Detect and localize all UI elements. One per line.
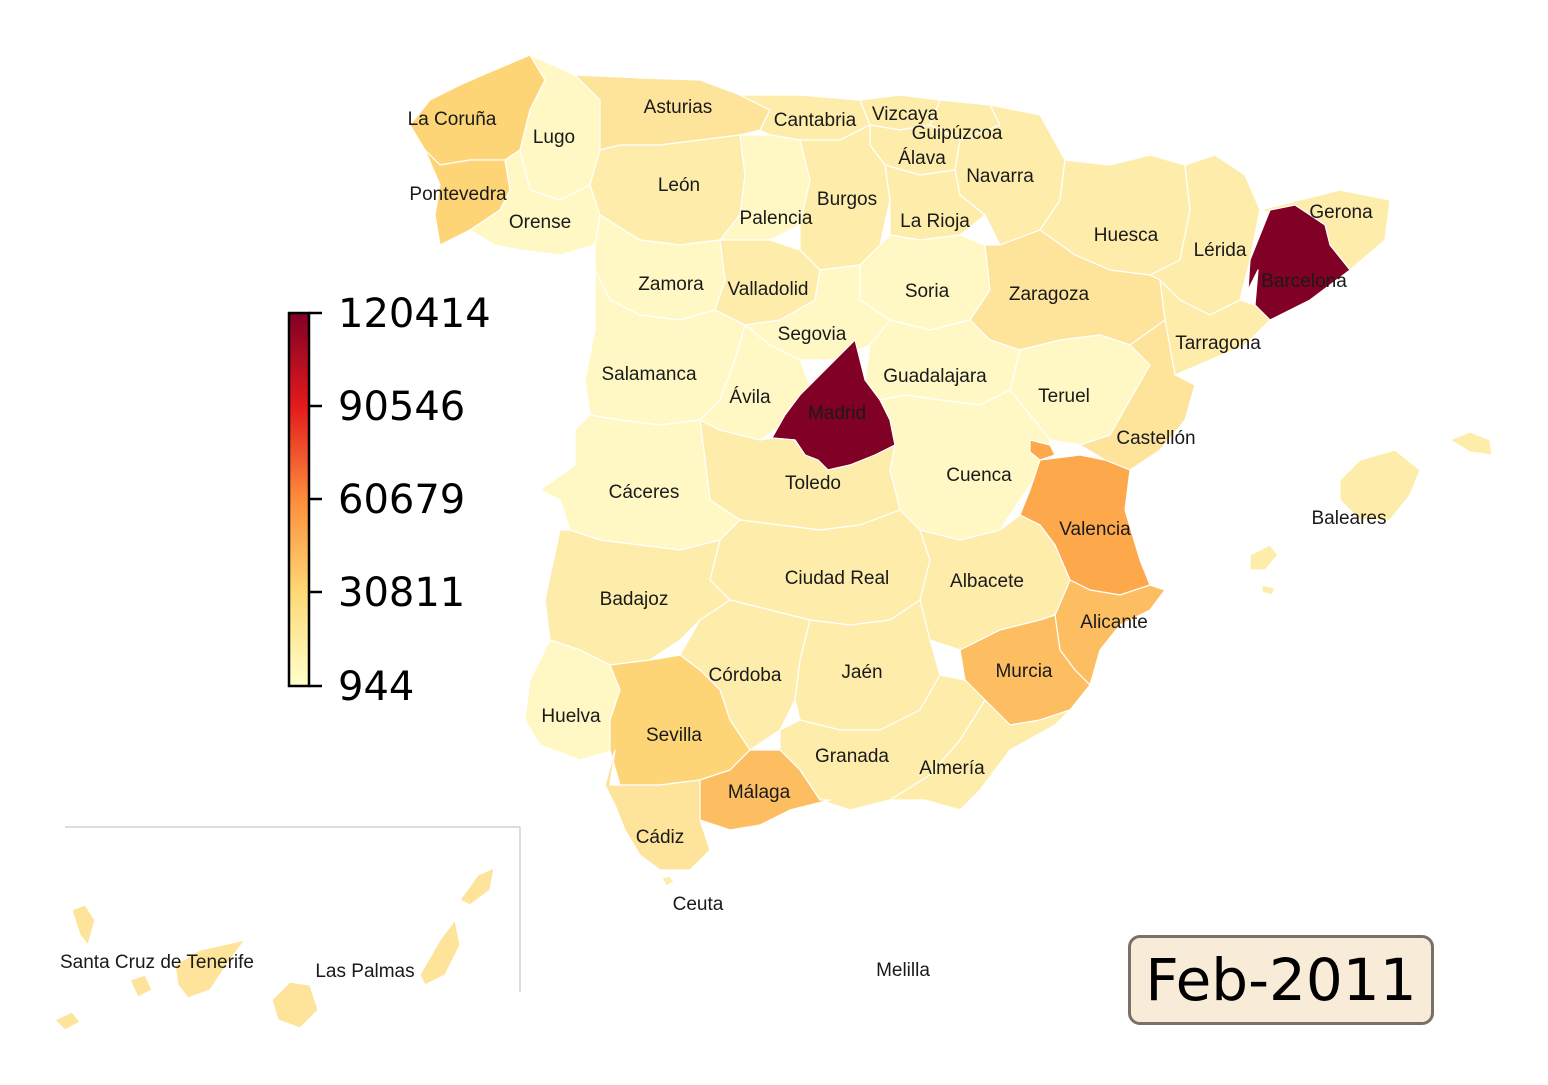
label-murcia: Murcia (995, 661, 1052, 682)
label-pontevedra: Pontevedra (409, 184, 507, 205)
label-guipuzcoa: Guipúzcoa (912, 123, 1003, 144)
region-laspalmas-fuerteventura (419, 919, 461, 986)
label-cadiz: Cádiz (636, 827, 685, 848)
label-baleares: Baleares (1312, 508, 1387, 529)
label-madrid: Madrid (808, 403, 866, 424)
region-baleares-ibiza (1249, 544, 1279, 571)
region-orense (469, 149, 601, 256)
region-laspalmas-lanzarote (459, 867, 495, 906)
label-malaga: Málaga (728, 782, 791, 803)
label-lerida: Lérida (1194, 240, 1247, 261)
colorbar-label-2: 60679 (338, 477, 465, 523)
label-ceuta: Ceuta (673, 894, 724, 915)
label-alava: Álava (898, 148, 946, 169)
region-baleares-formentera (1261, 584, 1276, 596)
label-avila: Ávila (729, 387, 771, 408)
label-caceres: Cáceres (609, 482, 680, 503)
label-badajoz: Badajoz (600, 589, 669, 610)
label-melilla: Melilla (876, 960, 930, 981)
label-zaragoza: Zaragoza (1009, 284, 1090, 305)
label-navarra: Navarra (966, 166, 1034, 187)
date-label: Feb-2011 (1145, 946, 1417, 1014)
label-tarragona: Tarragona (1175, 333, 1261, 354)
label-toledo: Toledo (785, 473, 841, 494)
colorbar-label-3: 30811 (338, 570, 465, 616)
label-lugo: Lugo (533, 127, 575, 148)
label-vizcaya: Vizcaya (872, 104, 939, 125)
region-tenerife-hierro (54, 1011, 81, 1031)
label-segovia: Segovia (778, 324, 847, 345)
region-almeria (889, 699, 1071, 811)
label-santa-cruz-de-tenerife: Santa Cruz de Tenerife (60, 952, 254, 973)
label-sevilla: Sevilla (646, 725, 702, 746)
region-laspalmas-grancanaria (271, 981, 319, 1029)
label-albacete: Albacete (950, 571, 1024, 592)
label-teruel: Teruel (1038, 386, 1090, 407)
label-cordoba: Córdoba (709, 665, 782, 686)
label-almeria: Almería (919, 758, 985, 779)
label-huelva: Huelva (541, 706, 601, 727)
label-asturias: Asturias (644, 97, 713, 118)
region-tarragona (1154, 279, 1271, 376)
label-palencia: Palencia (740, 208, 813, 229)
region-valencia-enclave (1029, 439, 1056, 461)
label-granada: Granada (815, 746, 889, 767)
label-la-coruna: La Coruña (408, 109, 497, 130)
region-cadiz (604, 749, 711, 871)
region-baleares-mallorca (1339, 449, 1421, 521)
label-valencia: Valencia (1059, 519, 1131, 540)
label-orense: Orense (509, 212, 571, 233)
label-barcelona: Barcelona (1261, 271, 1347, 292)
label-las-palmas: Las Palmas (315, 961, 414, 982)
colorbar-label-4: 944 (338, 664, 414, 710)
region-tenerife-main (174, 939, 246, 999)
colorbar-label-1: 90546 (338, 384, 465, 430)
label-valladolid: Valladolid (728, 279, 809, 300)
label-burgos: Burgos (817, 189, 877, 210)
label-huesca: Huesca (1094, 225, 1159, 246)
region-la-rioja (884, 164, 986, 241)
colorbar-label-0: 120414 (338, 291, 491, 337)
label-alicante: Alicante (1080, 612, 1148, 633)
label-la-rioja: La Rioja (900, 211, 970, 232)
label-cuenca: Cuenca (946, 465, 1012, 486)
label-soria: Soria (905, 281, 950, 302)
label-gerona: Gerona (1309, 202, 1373, 223)
province-labels: La Coruña Lugo Asturias Cantabria Vizcay… (60, 97, 1387, 982)
label-jaen: Jaén (841, 662, 882, 683)
region-ceuta (661, 875, 675, 887)
label-zamora: Zamora (638, 274, 704, 295)
region-malaga (699, 749, 831, 831)
label-cantabria: Cantabria (774, 110, 857, 131)
region-baleares-menorca (1449, 431, 1493, 456)
label-leon: León (658, 175, 700, 196)
region-navarra (954, 104, 1066, 246)
region-tenerife-gomera (129, 974, 153, 998)
label-ciudad-real: Ciudad Real (785, 568, 890, 589)
colorbar: 120414 90546 60679 30811 944 (287, 291, 491, 710)
label-guadalajara: Guadalajara (883, 366, 987, 387)
region-tenerife-lapalma (71, 904, 96, 946)
label-salamanca: Salamanca (601, 364, 696, 385)
date-label-box: Feb-2011 (1128, 935, 1434, 1025)
label-castellon: Castellón (1116, 428, 1195, 449)
province-regions (54, 54, 1493, 1031)
colorbar-gradient (287, 311, 311, 688)
